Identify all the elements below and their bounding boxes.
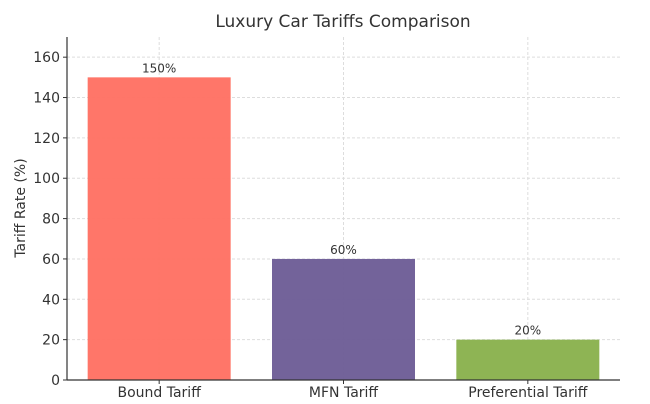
y-tick-label: 160 <box>33 50 60 66</box>
data-label: 60% <box>330 243 357 257</box>
bar-preferential-tariff <box>456 339 600 380</box>
x-tick-label: Bound Tariff <box>117 385 201 401</box>
y-tick-label: 20 <box>42 333 60 349</box>
y-tick-label: 0 <box>51 373 60 389</box>
x-tick-label: MFN Tariff <box>309 385 379 401</box>
x-tick-label: Preferential Tariff <box>468 385 587 401</box>
y-tick-label: 80 <box>42 212 60 228</box>
y-tick-label: 100 <box>33 171 60 187</box>
chart-title: Luxury Car Tariffs Comparison <box>215 12 471 32</box>
bar-bound-tariff <box>87 77 231 381</box>
y-tick-label: 120 <box>33 131 60 147</box>
y-tick-label: 140 <box>33 91 60 107</box>
y-tick-label: 60 <box>42 252 60 268</box>
y-tick-label: 40 <box>42 292 60 308</box>
data-label: 150% <box>142 61 176 75</box>
bar-mfn-tariff <box>272 258 415 380</box>
data-label: 20% <box>514 324 541 338</box>
